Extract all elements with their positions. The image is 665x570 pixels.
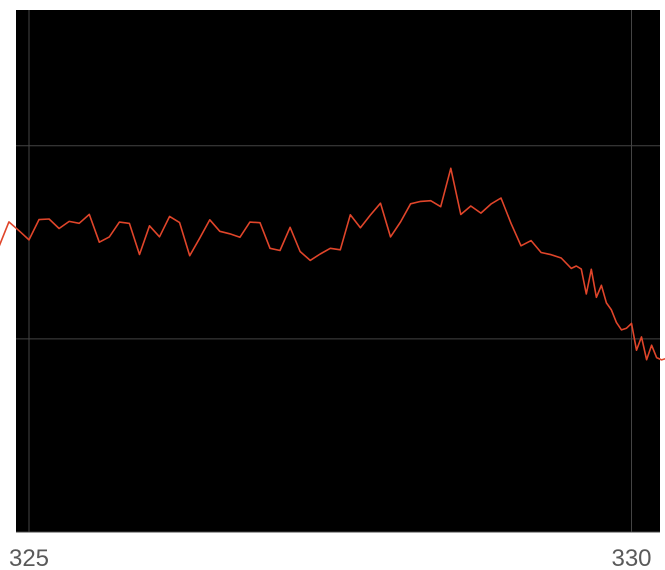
plot-background — [16, 10, 660, 532]
grid-layer — [16, 10, 660, 533]
x-tick-label-325: 325 — [9, 545, 49, 570]
x-tick-label-330: 330 — [611, 545, 651, 570]
x-tick-labels: 325330335340345 — [9, 545, 652, 570]
